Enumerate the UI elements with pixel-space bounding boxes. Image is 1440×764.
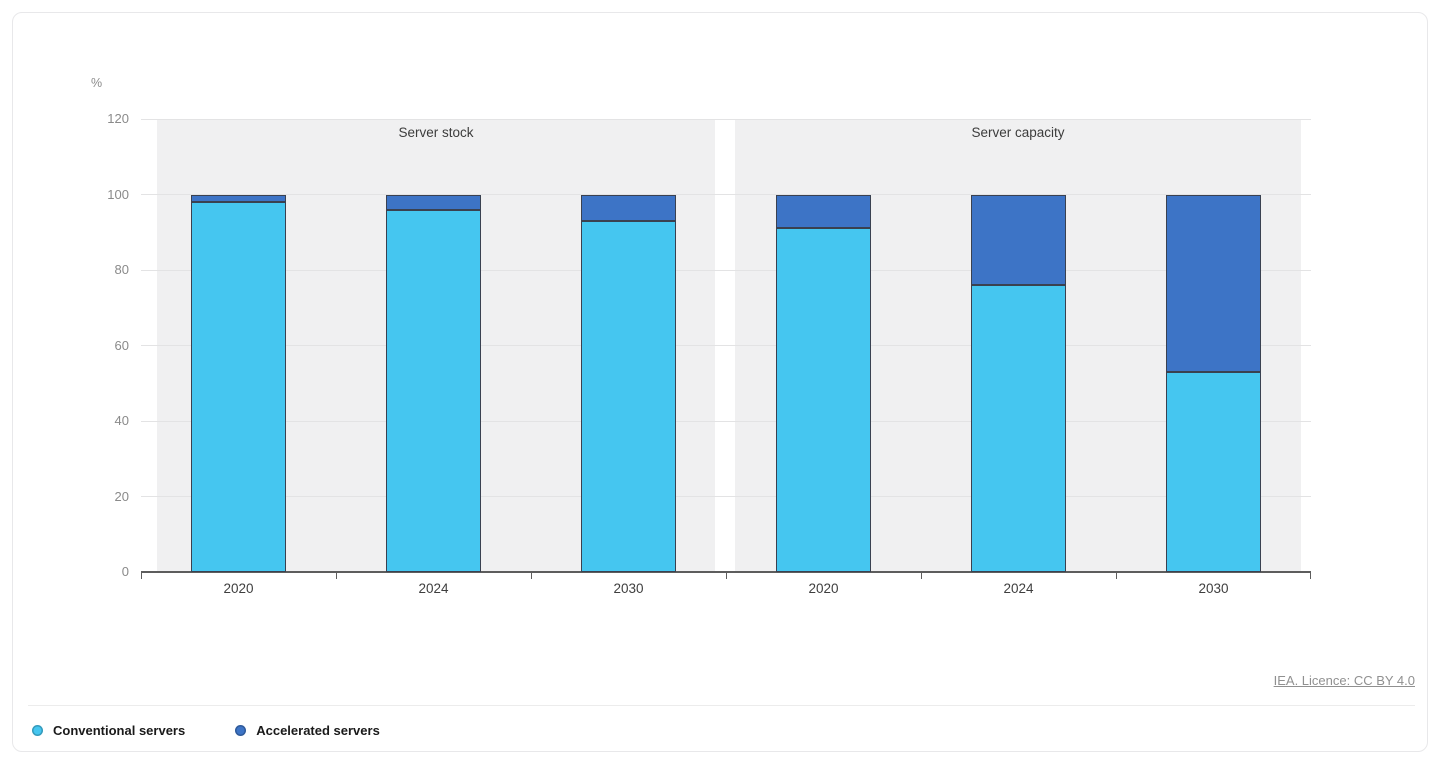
y-axis-tick-label: 60 [114, 337, 129, 353]
y-axis-tick-label: 20 [114, 488, 129, 504]
y-axis-tick-label: 120 [107, 111, 129, 126]
bar-segment-conventional-server-capacity-2030 [1166, 371, 1261, 572]
plot-area: Server stock Server capacity 0 20 40 60 80 100 1… [107, 111, 1311, 596]
x-axis-tick [921, 573, 922, 579]
x-axis-category-label: 2020 [223, 581, 254, 596]
x-axis-category-label: 2020 [808, 581, 839, 596]
x-axis-tick [1116, 573, 1117, 579]
x-axis-tick [336, 573, 337, 579]
legend-swatch-accelerated-icon [235, 725, 247, 736]
legend-item-accelerated-servers[interactable]: Accelerated servers [235, 723, 380, 738]
panel-title: Server stock [398, 125, 474, 140]
x-axis-line [141, 571, 1311, 573]
legend-label-conventional: Conventional servers [53, 723, 186, 738]
x-axis-category-label: 2024 [1003, 581, 1034, 596]
legend-item-conventional-servers[interactable]: Conventional servers [32, 723, 185, 738]
legend: Conventional servers Accelerated servers [32, 723, 380, 738]
x-axis-tick [1310, 573, 1311, 579]
bar-segment-accelerated-server-capacity-2024 [971, 194, 1066, 286]
x-axis-category-label: 2030 [613, 581, 644, 596]
legend-label-accelerated: Accelerated servers [256, 723, 380, 738]
gridline-y-80 [141, 269, 1311, 271]
chart-card: % Server stock Server capacity 0 20 40 60 80 10… [12, 12, 1428, 752]
bar-segment-accelerated-server-stock-2030 [581, 194, 676, 221]
gridline-y-100 [141, 194, 1311, 195]
x-axis-category-label: 2024 [418, 581, 449, 596]
y-axis-tick-label: 40 [114, 413, 129, 428]
panel-title: Server capacity [971, 125, 1065, 140]
bar-segment-accelerated-server-stock-2020 [191, 194, 286, 203]
bar-segment-conventional-server-stock-2024 [386, 209, 481, 572]
bar-segment-conventional-server-stock-2030 [581, 220, 676, 572]
gridline-y-60 [141, 345, 1311, 346]
y-axis-tick-label: 0 [121, 564, 129, 579]
y-axis-tick-label: 80 [114, 262, 129, 277]
bar-segment-accelerated-server-stock-2024 [386, 194, 481, 210]
legend-divider [28, 705, 1415, 706]
bar-segment-conventional-server-stock-2020 [191, 202, 286, 572]
x-axis-category-label: 2030 [1198, 581, 1229, 596]
gridline-y-40 [141, 420, 1311, 422]
bar-segment-accelerated-server-capacity-2030 [1166, 194, 1261, 372]
y-axis-tick-label: 100 [107, 186, 129, 202]
bar-segment-conventional-server-capacity-2020 [776, 228, 871, 572]
license-link[interactable]: IEA. Licence: CC BY 4.0 [1273, 673, 1415, 688]
x-axis-tick [531, 573, 532, 579]
y-axis-unit-label: % [91, 76, 103, 90]
gridline-y-120 [141, 118, 1311, 120]
gridline-y-20 [141, 496, 1311, 497]
legend-swatch-conventional-icon [32, 725, 43, 736]
x-axis-tick [726, 573, 727, 579]
bar-segment-accelerated-server-capacity-2020 [776, 194, 871, 229]
x-axis-tick [141, 573, 142, 579]
bar-segment-conventional-server-capacity-2024 [971, 285, 1066, 572]
